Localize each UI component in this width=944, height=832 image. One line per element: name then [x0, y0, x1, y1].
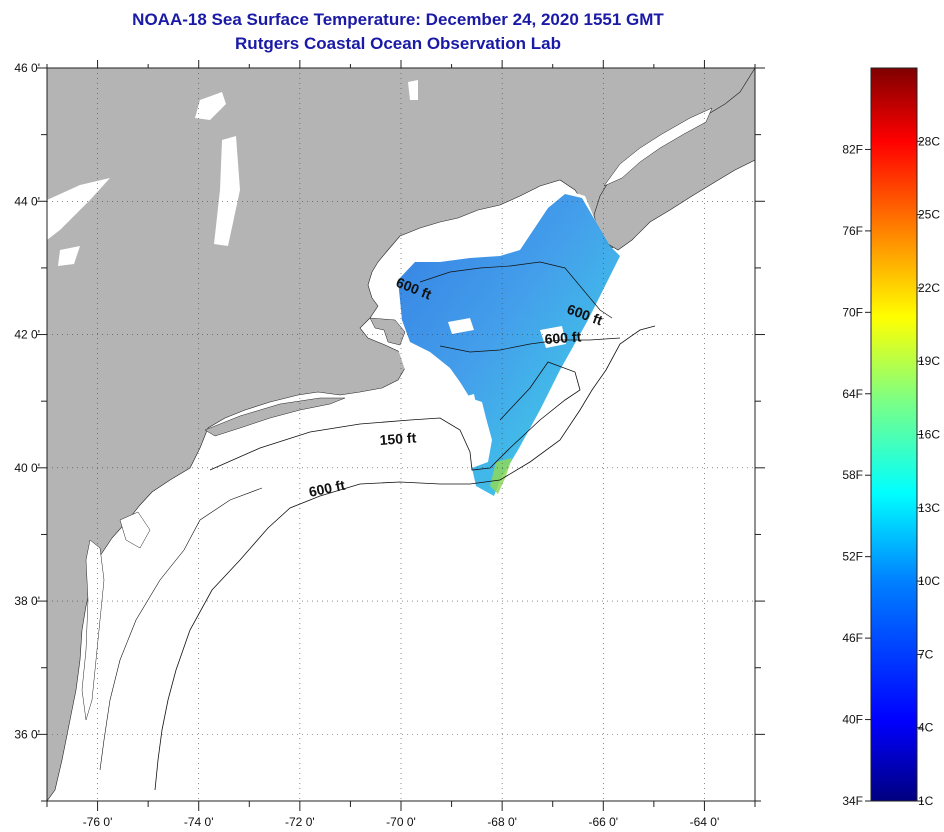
- colorbar-f-label: 46F: [842, 631, 863, 645]
- latitude-label: 38 0': [14, 594, 40, 608]
- latitude-label: 40 0': [14, 461, 40, 475]
- colorbar-celsius-labels: 28C 25C 22C 19C 16C 13C 10C 7C 4C 1C: [918, 134, 940, 808]
- sst-warm-patch: [490, 458, 512, 494]
- map-grid: [47, 68, 755, 801]
- long-island: [204, 397, 346, 437]
- colorbar-f-label: 82F: [842, 142, 863, 156]
- colorbar: [870, 67, 918, 802]
- cape-cod: [369, 317, 406, 346]
- colorbar-f-label: 58F: [842, 468, 863, 482]
- colorbar-f-label: 70F: [842, 305, 863, 319]
- contour-600ft-gulf: [419, 261, 621, 353]
- colorbar-c-label: 28C: [918, 134, 940, 148]
- longitude-label: -64 0': [690, 815, 720, 829]
- latitude-label: 42 0': [14, 328, 40, 342]
- delaware-bay: [119, 511, 151, 549]
- colorbar-c-label: 7C: [918, 647, 934, 661]
- longitude-labels: -76 0' -74 0' -72 0' -70 0' -68 0' -66 0' -64 …: [83, 815, 720, 829]
- longitude-label: -72 0': [285, 815, 315, 829]
- colorbar-c-label: 4C: [918, 721, 934, 735]
- latitude-label: 44 0': [14, 194, 40, 208]
- figure-subtitle: Rutgers Coastal Ocean Observation Lab: [235, 34, 561, 53]
- colorbar-c-label: 16C: [918, 428, 940, 442]
- lake-4: [408, 80, 418, 100]
- colorbar-c-label: 22C: [918, 281, 940, 295]
- colorbar-c-label: 25C: [918, 208, 940, 222]
- contour-label-5: 600 ft: [307, 477, 346, 500]
- colorbar-f-label: 34F: [842, 794, 863, 808]
- contour-inner-shelf: [99, 487, 263, 771]
- colorbar-fahrenheit-labels: 82F 76F 70F 64F 58F 52F 46F 40F 34F: [842, 142, 863, 808]
- map-ticks: [37, 60, 765, 811]
- colorbar-ticks: [865, 140, 923, 802]
- contour-600ft-shelf: [154, 325, 656, 791]
- cloud-gap-1: [448, 318, 474, 334]
- lake-5: [58, 246, 80, 266]
- cloud-gap-3: [460, 394, 476, 408]
- contour-label-3: 600 ft: [544, 328, 582, 347]
- colorbar-f-label: 52F: [842, 550, 863, 564]
- latitude-labels: 46 0' 44 0' 42 0' 40 0' 38 0' 36 0': [14, 61, 40, 741]
- latitude-label: 36 0': [14, 727, 40, 741]
- longitude-label: -70 0': [386, 815, 416, 829]
- lake-1: [195, 92, 226, 120]
- latitude-label: 46 0': [14, 61, 40, 75]
- longitude-label: -66 0': [588, 815, 618, 829]
- longitude-label: -76 0': [83, 815, 113, 829]
- map-panel: [47, 68, 755, 801]
- colorbar-f-label: 64F: [842, 387, 863, 401]
- contour-150ft: [209, 361, 581, 471]
- colorbar-c-label: 13C: [918, 501, 940, 515]
- sst-swath: [398, 194, 620, 496]
- bay-of-fundy: [603, 107, 713, 187]
- colorbar-c-label: 1C: [918, 794, 934, 808]
- colorbar-c-label: 10C: [918, 574, 940, 588]
- colorbar-f-label: 76F: [842, 224, 863, 238]
- colorbar-c-label: 19C: [918, 354, 940, 368]
- figure-title: NOAA-18 Sea Surface Temperature: Decembe…: [132, 10, 664, 29]
- cloud-gap-2: [540, 326, 566, 348]
- longitude-label: -68 0': [487, 815, 517, 829]
- lake-3: [47, 178, 110, 240]
- contour-label-4: 150 ft: [379, 429, 417, 448]
- chesapeake-bay: [81, 539, 105, 721]
- lake-2: [214, 136, 240, 246]
- colorbar-f-label: 40F: [842, 713, 863, 727]
- longitude-label: -74 0': [184, 815, 214, 829]
